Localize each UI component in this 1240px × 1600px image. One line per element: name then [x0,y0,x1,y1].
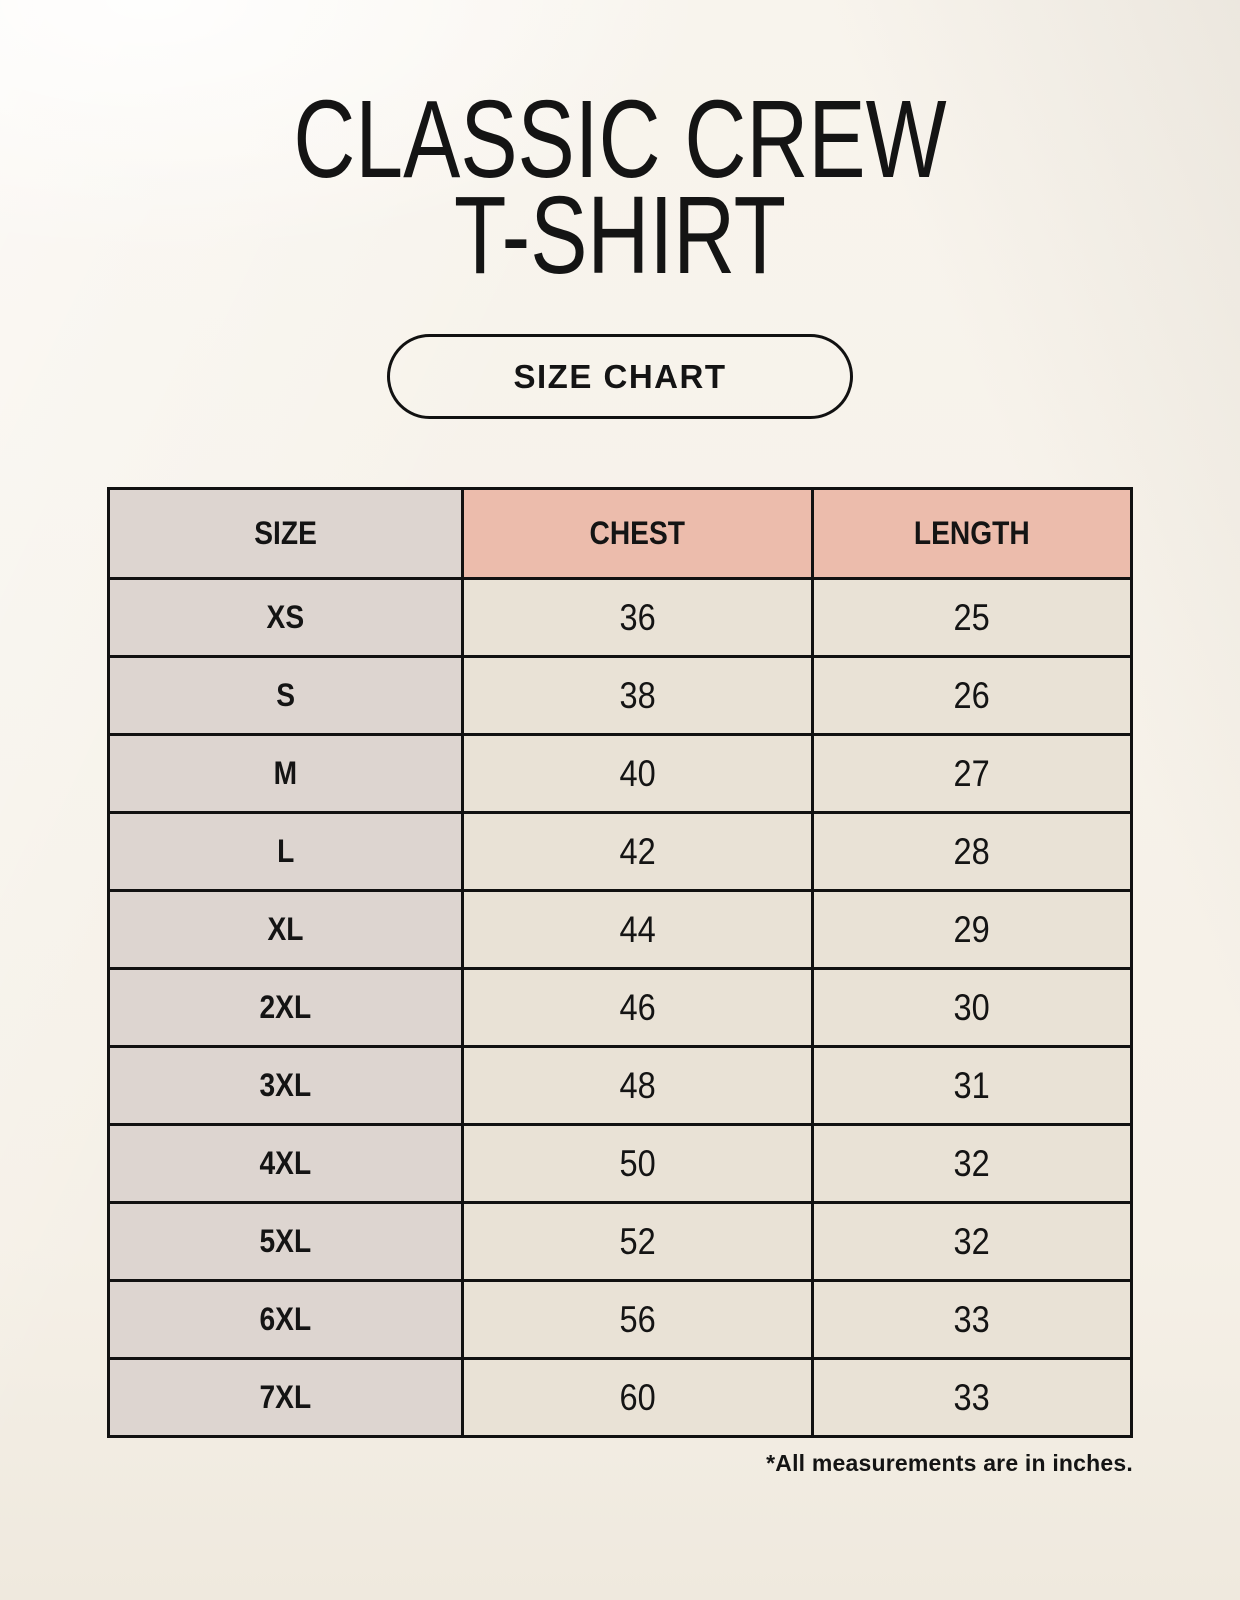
chest-cell: 40 [460,733,814,814]
column-header-length-label: LENGTH [914,515,1030,551]
chest-cell: 44 [460,889,814,970]
size-cell-value: 6XL [259,1301,312,1337]
length-cell-value: 33 [953,1376,991,1418]
chest-cell-value: 46 [619,986,656,1028]
chest-cell: 48 [460,1045,814,1126]
column-header-size: SIZE [107,487,464,580]
page-title-line2: T-SHIRT [453,174,787,297]
chest-cell: 46 [460,967,814,1048]
size-cell: XS [107,577,464,658]
chest-cell-value: 52 [619,1220,656,1262]
size-cell-value: 2XL [259,989,312,1025]
length-cell: 33 [810,1279,1134,1360]
length-cell-value: 31 [953,1064,991,1106]
length-cell-value: 32 [953,1142,991,1184]
chest-cell-value: 36 [619,596,656,638]
size-table-body: XS 36 25 S 38 26 M 40 27 L 42 28 XL 44 29 2XL 46 30 3XL 48 3… [107,577,1134,1438]
size-cell-value: XS [266,599,305,635]
chest-cell-value: 60 [619,1376,656,1418]
table-row: 2XL 46 30 [107,967,1134,1048]
size-cell-value: L [276,833,295,869]
measurements-footnote: *All measurements are in inches. [766,1450,1133,1476]
size-chart-button-label: SIZE CHART [513,357,727,395]
column-header-chest: CHEST [460,487,814,580]
length-cell-value: 26 [953,674,991,716]
size-cell: S [107,655,464,736]
size-cell: 5XL [107,1201,464,1282]
length-cell: 32 [810,1123,1134,1204]
size-cell: L [107,811,464,892]
size-cell: 3XL [107,1045,464,1126]
size-cell-value: 5XL [259,1223,312,1259]
header-row: SIZE CHEST LENGTH [107,487,1134,580]
chest-cell: 42 [460,811,814,892]
chest-cell: 50 [460,1123,814,1204]
length-cell: 26 [810,655,1134,736]
length-cell: 31 [810,1045,1134,1126]
chest-cell: 52 [460,1201,814,1282]
chest-cell-value: 40 [619,752,656,794]
size-cell: 2XL [107,967,464,1048]
length-cell: 32 [810,1201,1134,1282]
chest-cell: 56 [460,1279,814,1360]
length-cell: 27 [810,733,1134,814]
length-cell-value: 28 [953,830,991,872]
chest-cell: 38 [460,655,814,736]
length-cell: 28 [810,811,1134,892]
chest-cell-value: 56 [619,1298,656,1340]
size-cell-value: XL [267,911,304,947]
length-cell-value: 25 [953,596,991,638]
size-cell-value: 3XL [259,1067,312,1103]
page-title: CLASSIC CREW T-SHIRT [0,0,1240,297]
table-row: M 40 27 [107,733,1134,814]
size-chart-button[interactable]: SIZE CHART [387,334,853,419]
length-cell-value: 29 [953,908,991,950]
table-row: 7XL 60 33 [107,1357,1134,1438]
table-row: 5XL 52 32 [107,1201,1134,1282]
length-cell: 29 [810,889,1134,970]
table-row: L 42 28 [107,811,1134,892]
column-header-size-label: SIZE [254,515,317,551]
table-row: XS 36 25 [107,577,1134,658]
table-row: 6XL 56 33 [107,1279,1134,1360]
size-table: SIZE CHEST LENGTH XS 36 25 S 38 26 M 40 27 L 42 28 X… [107,487,1134,1438]
chest-cell-value: 42 [619,830,656,872]
chest-cell: 36 [460,577,814,658]
size-table-header: SIZE CHEST LENGTH [107,487,1134,580]
size-cell-value: 7XL [259,1379,312,1415]
size-table-container: SIZE CHEST LENGTH XS 36 25 S 38 26 M 40 27 L 42 28 X… [107,487,1134,1438]
column-header-length: LENGTH [810,487,1134,580]
chest-cell: 60 [460,1357,814,1438]
length-cell-value: 32 [953,1220,991,1262]
chest-cell-value: 44 [619,908,656,950]
size-cell: M [107,733,464,814]
length-cell: 33 [810,1357,1134,1438]
length-cell-value: 33 [953,1298,991,1340]
length-cell-value: 27 [953,752,991,794]
size-cell: 7XL [107,1357,464,1438]
column-header-chest-label: CHEST [589,515,686,551]
length-cell: 30 [810,967,1134,1048]
length-cell: 25 [810,577,1134,658]
chest-cell-value: 50 [619,1142,656,1184]
chest-cell-value: 48 [619,1064,656,1106]
size-cell-value: S [276,677,295,713]
size-cell: XL [107,889,464,970]
table-row: 4XL 50 32 [107,1123,1134,1204]
table-row: 3XL 48 31 [107,1045,1134,1126]
table-row: XL 44 29 [107,889,1134,970]
table-row: S 38 26 [107,655,1134,736]
chest-cell-value: 38 [619,674,656,716]
size-cell: 6XL [107,1279,464,1360]
size-cell: 4XL [107,1123,464,1204]
page-title-line1: CLASSIC CREW [293,78,947,201]
length-cell-value: 30 [953,986,991,1028]
size-cell-value: 4XL [259,1145,312,1181]
size-cell-value: M [273,755,298,791]
